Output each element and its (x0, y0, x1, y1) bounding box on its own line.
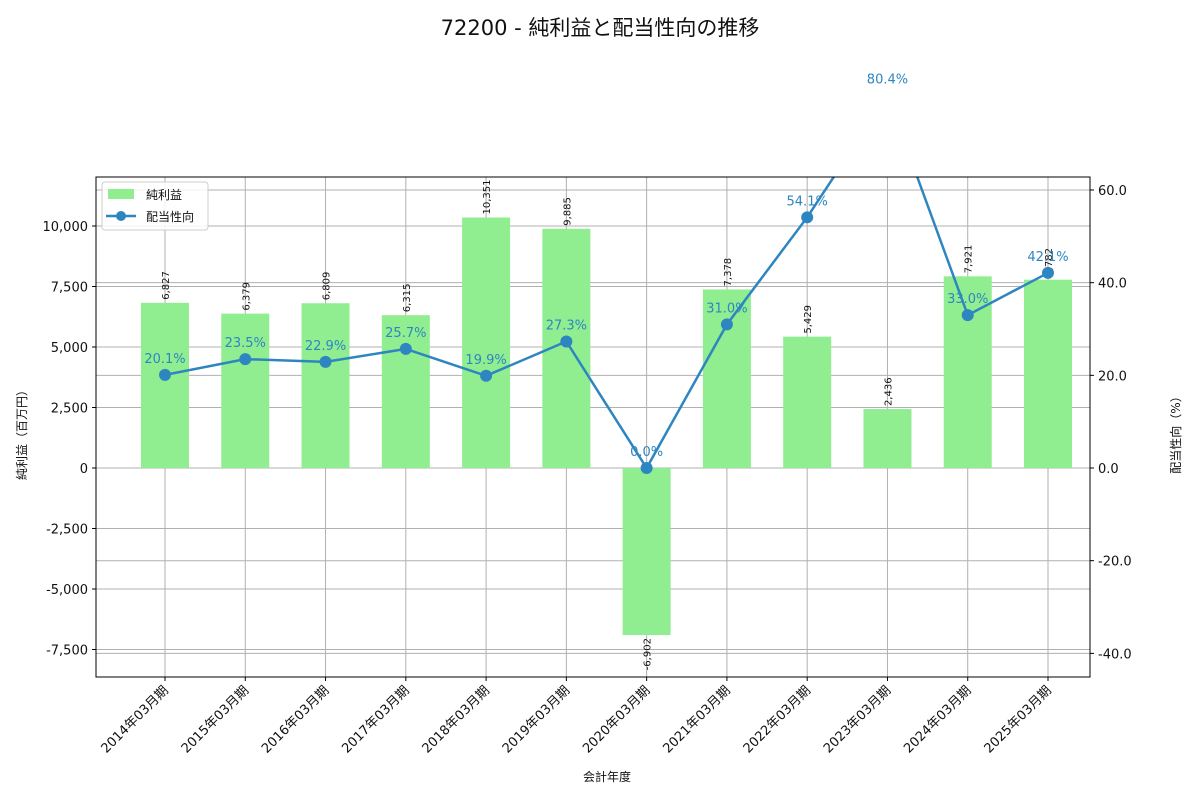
line-value-label: 31.0% (706, 301, 747, 316)
bar (943, 276, 992, 469)
line-value-label: 25.7% (385, 326, 426, 341)
left-tick-label: 2,500 (51, 402, 88, 417)
x-axis: 2014年03月期 2015年03月期 2016年03月期 2017年03月期 2018… (99, 677, 1055, 757)
legend-label-net-income: 純利益 (146, 188, 182, 202)
line-value-label: 20.1% (144, 352, 185, 367)
bar-value-label: 6,315 (402, 284, 413, 313)
x-tick-label: 2020年03月期 (580, 683, 653, 756)
chart-title: 72200 - 純利益と配当性向の推移 (440, 16, 760, 40)
line-marker (480, 369, 493, 382)
left-y-axis-title: 純利益（百万円） (15, 384, 29, 480)
x-tick-label: 2014年03月期 (99, 683, 172, 756)
bar (381, 315, 430, 469)
bar (301, 303, 350, 469)
bar-value-label: 6,809 (322, 272, 333, 301)
legend-label-payout-ratio: 配当性向 (146, 209, 194, 224)
left-tick-label: -2,500 (46, 523, 88, 538)
bar (783, 336, 832, 469)
bar (622, 468, 671, 636)
left-tick-label: 10,000 (43, 220, 89, 235)
line-marker (961, 309, 974, 322)
right-tick-label: 60.0 (1098, 184, 1127, 199)
legend: 純利益 配当性向 (101, 181, 209, 231)
right-tick-label: -20.0 (1098, 555, 1132, 570)
line-marker (560, 335, 573, 348)
x-tick-label: 2023年03月期 (821, 683, 894, 756)
x-tick-label: 2024年03月期 (901, 683, 974, 756)
line-value-labels: 20.1% 23.5% 22.9% 25.7% 19.9% 27.3% 0.0% 31.0% 5… (144, 72, 1068, 460)
bar-value-labels: 6,827 6,379 6,809 6,315 10,351 9,885 -6,902 7,3… (161, 180, 1055, 671)
right-y-axis: -40.0 -20.0 0.0 20.0 40.0 60.0 (1090, 184, 1132, 662)
right-y-axis-title: 配当性向（%） (1168, 390, 1183, 473)
line-value-label: 33.0% (947, 292, 988, 307)
line-marker (239, 353, 252, 366)
line-marker (801, 211, 814, 224)
x-tick-label: 2025年03月期 (982, 683, 1055, 756)
line-value-label: 42.1% (1027, 250, 1068, 265)
x-tick-label: 2016年03月期 (259, 683, 332, 756)
x-tick-label: 2015年03月期 (179, 683, 252, 756)
legend-bar-swatch (108, 189, 134, 199)
bar-value-label: 7,378 (723, 258, 734, 287)
line-value-label: 22.9% (305, 339, 346, 354)
x-tick-label: 2022年03月期 (741, 683, 814, 756)
bar (462, 217, 511, 469)
bar-value-label: -6,902 (643, 638, 654, 670)
x-tick-label: 2018年03月期 (420, 683, 493, 756)
left-tick-label: -5,000 (46, 583, 88, 598)
right-tick-label: 20.0 (1098, 369, 1127, 384)
left-tick-label: 7,500 (51, 281, 88, 296)
bar-value-label: 10,351 (482, 180, 493, 215)
left-tick-label: 5,000 (51, 341, 88, 356)
line-value-label: 54.1% (787, 194, 828, 209)
bar-value-label: 7,782 (1044, 248, 1055, 277)
bar-value-label: 6,827 (161, 271, 172, 300)
line-marker (881, 89, 893, 101)
bar-value-label: 2,436 (883, 377, 894, 406)
plot-frame (95, 176, 1091, 678)
line-marker (399, 342, 412, 355)
bar-value-label: 6,379 (241, 282, 252, 311)
bar (1024, 279, 1072, 469)
bar-value-label: 5,429 (803, 305, 814, 334)
bar-value-label: 7,921 (964, 245, 975, 274)
bar (863, 409, 912, 469)
line-value-label: 80.4% (867, 72, 908, 87)
line-series-payout-ratio (159, 89, 1054, 475)
right-tick-label: 0.0 (1098, 462, 1119, 477)
x-tick-label: 2019年03月期 (500, 683, 573, 756)
right-tick-label: 40.0 (1098, 277, 1127, 292)
line-marker (319, 355, 332, 368)
line-marker (720, 318, 733, 331)
line-value-label: 19.9% (465, 353, 506, 368)
line-marker (159, 368, 171, 381)
x-tick-label: 2021年03月期 (660, 683, 733, 756)
left-tick-label: 0 (80, 462, 88, 477)
line-value-label: 0.0% (630, 445, 663, 460)
bar (141, 302, 189, 469)
right-tick-label: -40.0 (1098, 647, 1132, 662)
line-marker (1042, 266, 1054, 279)
line-value-label: 27.3% (546, 319, 587, 334)
x-axis-title: 会計年度 (583, 769, 631, 784)
bar (221, 313, 270, 469)
line-marker (640, 462, 653, 475)
x-tick-label: 2017年03月期 (339, 683, 412, 756)
legend-marker-icon (116, 211, 126, 221)
bar-value-label: 9,885 (562, 197, 573, 226)
left-y-axis: -7,500 -5,000 -2,500 0 2,500 5,000 7,500 10,000 (43, 220, 96, 659)
left-tick-label: -7,500 (46, 644, 88, 659)
line-value-label: 23.5% (225, 336, 266, 351)
bar-series-net-income (141, 217, 1072, 636)
payout-ratio-line (164, 177, 1049, 471)
